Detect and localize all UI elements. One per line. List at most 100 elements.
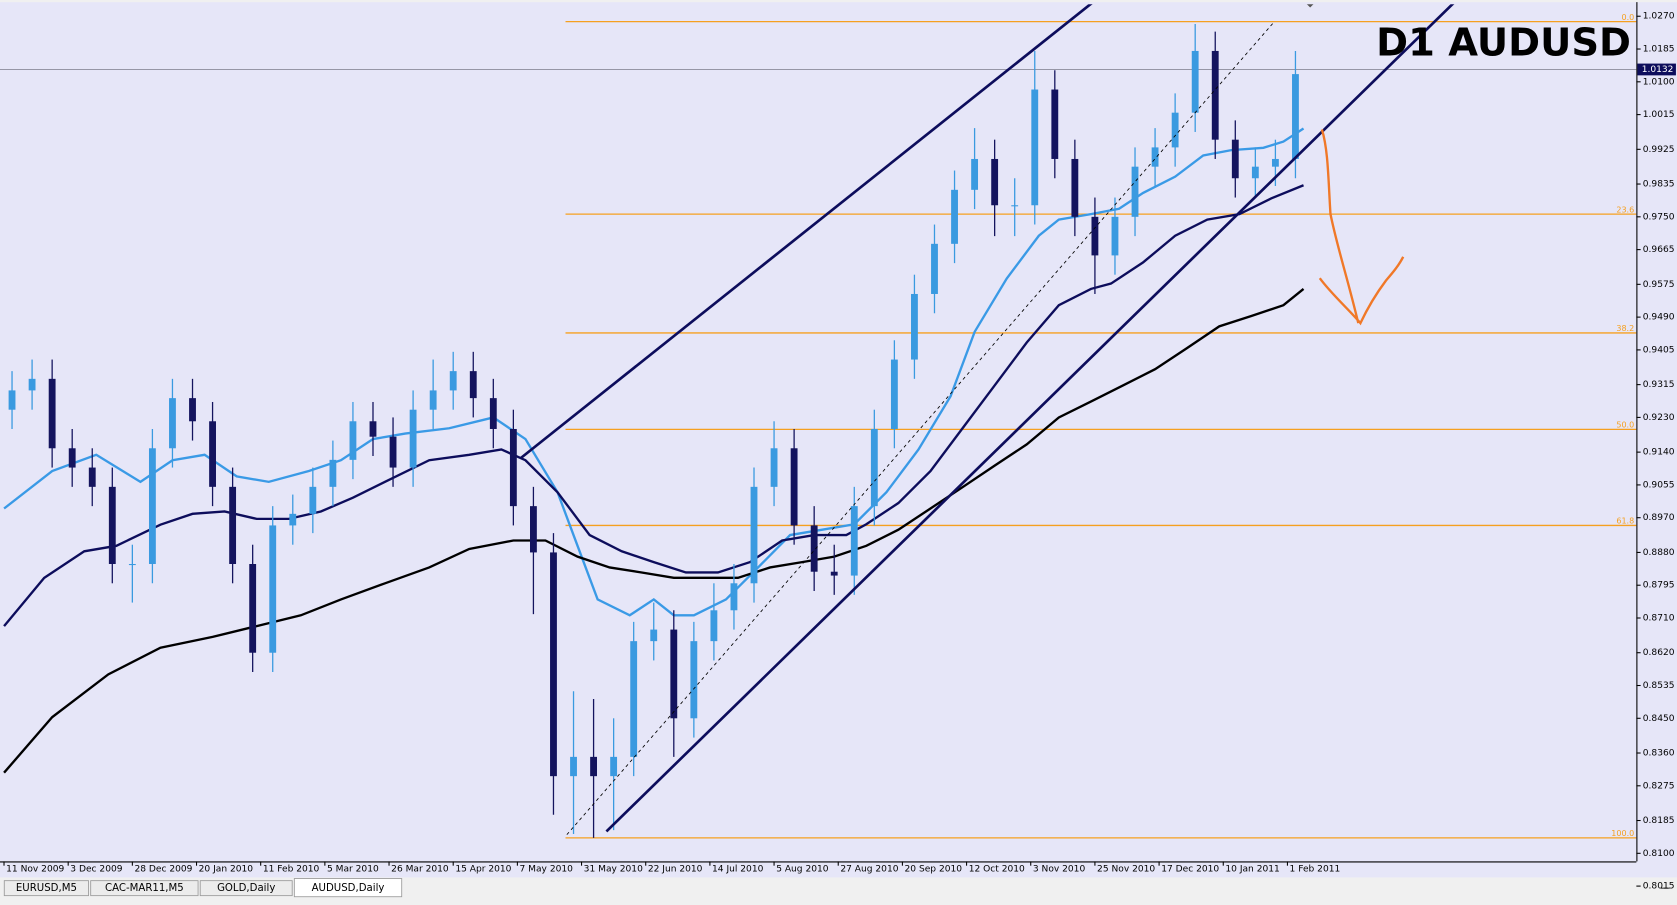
candle-body — [269, 525, 277, 653]
candle-body — [349, 421, 357, 460]
tab[interactable] — [3, 880, 89, 897]
x-tick-label: 3 Dec 2009 — [70, 864, 122, 874]
tab-bar: EURUSD,M5 CAC-MAR11,M5 GOLD,Daily AUDUSD,Da… — [3, 878, 403, 898]
candle-body — [329, 459, 337, 487]
fib-label: 0.0 — [1621, 13, 1634, 22]
candle-body — [1231, 139, 1239, 179]
y-tick-label: 0.8360 — [1643, 749, 1675, 759]
y-tick-label: 0.9315 — [1643, 380, 1675, 390]
candle-body — [951, 189, 958, 244]
candle-body — [931, 243, 938, 294]
x-tick-label: 28 Dec 2009 — [134, 864, 192, 874]
x-tick-label: 10 Jan 2011 — [1225, 864, 1279, 874]
y-tick-label: 0.8185 — [1643, 816, 1675, 826]
candle-body — [850, 506, 858, 576]
chart-title: D1 AUDUSD — [1376, 20, 1631, 65]
drawings — [520, 4, 1455, 835]
candle-body — [650, 629, 658, 642]
y-tick-label: 0.9925 — [1643, 145, 1675, 155]
current-price-label: 1.0132 — [1642, 65, 1674, 75]
candle-body — [169, 398, 176, 449]
candle-body — [148, 448, 156, 564]
candle-body — [429, 390, 437, 410]
y-tick-label: 0.9140 — [1643, 448, 1675, 458]
y-tick-label: 1.0270 — [1643, 12, 1675, 22]
y-tick-label: 0.9490 — [1643, 313, 1675, 323]
candle-body — [1271, 158, 1279, 167]
candle-body — [1292, 74, 1299, 159]
x-tick-label: 5 Aug 2010 — [776, 864, 829, 874]
x-tick-label: 7 May 2010 — [520, 864, 574, 874]
tab[interactable] — [293, 878, 403, 898]
y-tick-label: 1.0185 — [1643, 45, 1675, 55]
tab-label[interactable]: CAC-MAR11,M5 — [105, 883, 184, 894]
moving-average — [3, 288, 1305, 774]
candle-body — [1131, 166, 1139, 217]
candle-body — [509, 428, 517, 507]
candle-body — [570, 756, 577, 777]
y-tick-label: 0.9835 — [1643, 180, 1675, 190]
chart-background — [0, 2, 1677, 878]
current-price-box — [1637, 63, 1676, 76]
y-tick-label: 0.8535 — [1643, 681, 1675, 691]
y-tick-label: 0.9665 — [1643, 245, 1675, 255]
y-tick-label: 0.9750 — [1643, 212, 1675, 222]
fib-label: 100.0 — [1611, 829, 1634, 838]
candle-body — [630, 641, 638, 757]
candle-body — [790, 448, 798, 526]
candle-body — [1051, 89, 1059, 159]
candle-body — [128, 563, 136, 566]
tab-label[interactable]: EURUSD,M5 — [16, 883, 77, 894]
fib-label: 61.8 — [1616, 517, 1634, 526]
candle-body — [991, 158, 999, 206]
candle-body — [309, 486, 317, 514]
candle-body — [389, 436, 397, 468]
x-tick-label: 5 Mar 2010 — [327, 864, 379, 874]
tab-label[interactable]: AUDUSD,Daily — [312, 883, 385, 894]
x-tick-label: 31 May 2010 — [584, 864, 643, 874]
candle-body — [610, 756, 618, 777]
candle-body — [1211, 50, 1219, 140]
candle-body — [670, 629, 678, 719]
shift-marker — [1306, 4, 1314, 8]
candle-body — [249, 563, 257, 653]
x-tick-label: 17 Dec 2010 — [1161, 864, 1219, 874]
y-tick-label: 0.8450 — [1643, 714, 1675, 724]
fib-label: 50.0 — [1616, 421, 1634, 430]
y-tick-label: 0.8620 — [1643, 648, 1675, 658]
tab-label[interactable]: GOLD,Daily — [217, 883, 275, 894]
candle-body — [550, 552, 557, 777]
x-tick-label: 25 Nov 2010 — [1097, 864, 1155, 874]
tab[interactable] — [90, 880, 199, 897]
plot-area — [0, 20, 1637, 839]
candle-body — [890, 359, 898, 429]
candle-body — [28, 378, 36, 391]
x-tick-label: 1 Feb 2011 — [1290, 864, 1341, 874]
fib-label: 38.2 — [1616, 324, 1634, 333]
x-tick-label: 26 Mar 2010 — [391, 864, 449, 874]
y-tick-label: 0.8015 — [1643, 882, 1675, 892]
fib-label: 23.6 — [1616, 205, 1634, 214]
channel-upper — [520, 4, 1093, 460]
x-tick-label: 11 Nov 2009 — [6, 864, 64, 874]
y-tick-label: 0.8100 — [1643, 849, 1675, 859]
y-tick-label: 0.9230 — [1643, 413, 1675, 423]
candle-body — [489, 398, 497, 429]
candle-body — [911, 293, 918, 360]
candle-body — [108, 486, 116, 564]
candle-body — [1111, 216, 1119, 256]
tab[interactable] — [199, 880, 293, 897]
x-tick-label: 22 Jun 2010 — [648, 864, 703, 874]
candle-body — [88, 467, 96, 487]
moving-average — [3, 127, 1305, 617]
candle-body — [1191, 50, 1199, 113]
y-tick-label: 0.9575 — [1643, 280, 1675, 290]
candle-body — [710, 610, 718, 642]
candle-body — [1151, 147, 1159, 167]
candle-body — [409, 409, 417, 468]
candle-body — [1171, 112, 1179, 148]
x-tick-label: 3 Nov 2010 — [1033, 864, 1086, 874]
candle-body — [449, 371, 457, 391]
candle-body — [590, 756, 598, 777]
